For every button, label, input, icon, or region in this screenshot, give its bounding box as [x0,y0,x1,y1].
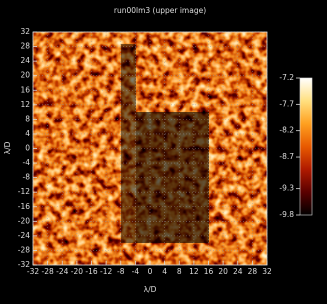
y-tick-label: -4 [23,158,31,167]
y-axis-label: λ/D [3,141,12,154]
x-tick-label: -24 [56,267,68,276]
x-tick-label: 0 [148,267,153,276]
x-tick-label: -20 [71,267,83,276]
y-tick-label: 4 [25,129,30,138]
x-tick-label: 4 [162,267,167,276]
x-tick-label: -32 [27,267,39,276]
y-tick-label: -12 [18,187,30,196]
colorbar-tick-label: -8.2 [279,126,294,135]
y-tick-label: 0 [25,144,30,153]
y-tick-label: 12 [20,100,30,109]
dark-hole [121,44,136,243]
y-tick-label: 32 [20,27,30,36]
colorbar-tick-label: -8.7 [279,152,294,161]
x-axis-label: λ/D [144,285,157,294]
y-tick-label: -24 [18,231,30,240]
x-tick-label: -16 [85,267,97,276]
y-tick-label: 8 [25,114,30,123]
x-tick-label: 12 [189,267,199,276]
x-tick-label: 20 [218,267,228,276]
colorbar-tick-label: -9.3 [279,184,294,193]
x-tick-label: -8 [117,267,125,276]
y-tick-label: 24 [20,56,30,65]
y-tick-label: -16 [18,202,30,211]
y-tick-label: -28 [18,245,30,254]
colorbar-tick-label: -7.2 [279,73,294,82]
colorbar [299,77,313,216]
colorbar-tick-label: -7.7 [279,99,294,108]
y-tick-label: 28 [20,42,30,51]
y-tick-label: 16 [20,85,30,94]
colorbar-tick-label: -9.8 [279,210,294,219]
x-tick-label: -12 [100,267,112,276]
y-tick-label: -32 [18,260,30,269]
x-tick-label: -28 [42,267,54,276]
y-tick-label: -8 [23,173,31,182]
x-tick-label: 32 [262,267,272,276]
x-tick-label: 28 [248,267,258,276]
chart-title: run00lm3 (upper image) [114,6,206,15]
y-tick-label: 20 [20,71,30,80]
x-tick-label: -4 [132,267,140,276]
x-tick-label: 8 [177,267,182,276]
dark-hole [136,112,209,243]
x-tick-label: 16 [204,267,214,276]
x-tick-label: 24 [233,267,243,276]
y-tick-label: -20 [18,216,30,225]
